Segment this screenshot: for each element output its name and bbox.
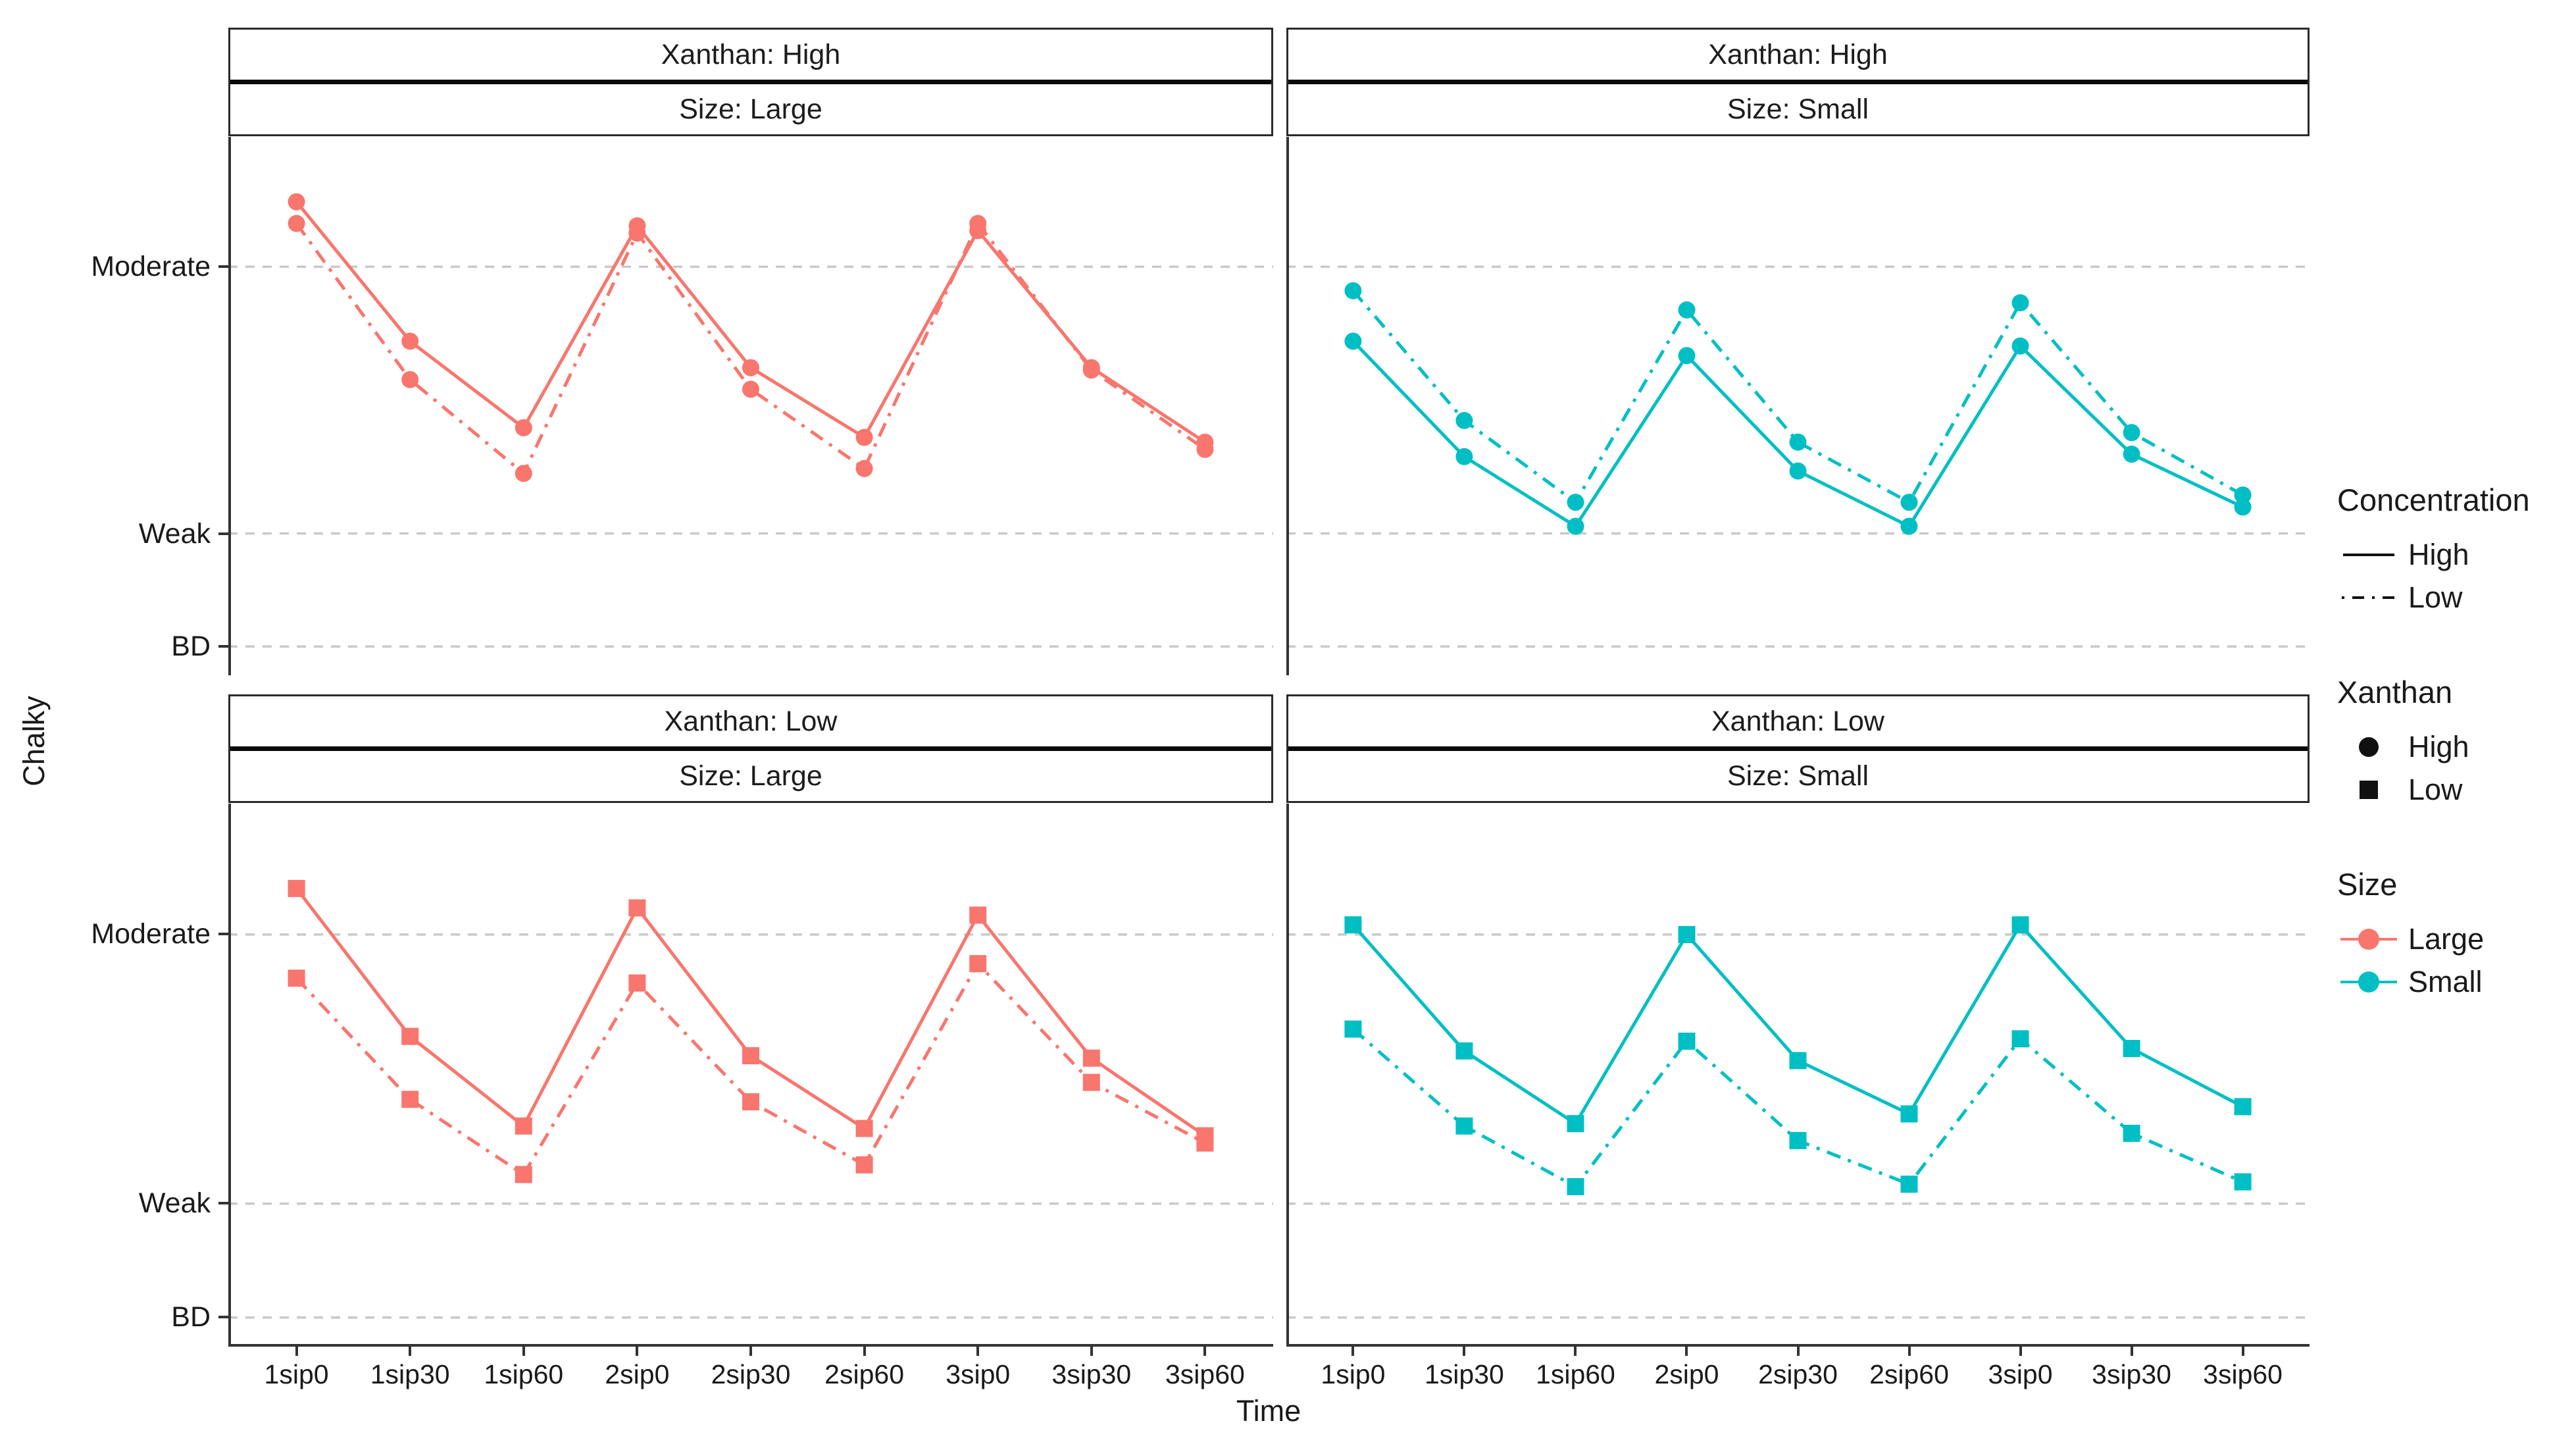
legend-item-label: High bbox=[2408, 729, 2469, 763]
x-tick-label: 3sip0 bbox=[946, 1359, 1011, 1389]
x-tick-label: 2sip0 bbox=[1654, 1359, 1719, 1389]
x-tick bbox=[2241, 1346, 2244, 1356]
legend-item-label: Low bbox=[2408, 772, 2463, 806]
facet-strip: Xanthan: Low Size: Large bbox=[228, 694, 1273, 803]
legend-item-label: High bbox=[2408, 537, 2469, 571]
x-tick bbox=[863, 1346, 866, 1356]
x-tick-label: 2sip60 bbox=[824, 1359, 904, 1389]
legend-item-size-small: Small bbox=[2337, 960, 2574, 1003]
facet-panel-xanthan-low-size-small: Xanthan: Low Size: Small bbox=[1286, 694, 2310, 1347]
legend: Concentration High Low Xanthan High bbox=[2337, 480, 2574, 1057]
legend-item-label: Large bbox=[2408, 921, 2485, 956]
legend-title: Xanthan bbox=[2337, 675, 2453, 710]
x-tick-label: 1sip30 bbox=[1425, 1359, 1504, 1389]
facet-panel-xanthan-high-size-large: Xanthan: High Size: Large bbox=[228, 28, 1273, 675]
x-tick bbox=[1463, 1346, 1466, 1356]
facet-strip: Xanthan: High Size: Large bbox=[228, 28, 1273, 136]
x-tick bbox=[1203, 1346, 1207, 1356]
y-tick-label: BD bbox=[171, 1301, 211, 1333]
panel-plot-0 bbox=[228, 137, 1273, 675]
y-tick bbox=[218, 265, 228, 269]
x-tick-label: 3sip60 bbox=[1165, 1359, 1245, 1389]
x-tick bbox=[749, 1346, 752, 1356]
legend-item-concentration-high: High bbox=[2337, 533, 2574, 576]
legend-item-size-large: Large bbox=[2337, 918, 2574, 960]
x-tick bbox=[1574, 1346, 1577, 1356]
facet-strip: Xanthan: Low Size: Small bbox=[1286, 694, 2310, 803]
x-tick bbox=[409, 1346, 412, 1356]
x-tick bbox=[295, 1346, 298, 1356]
y-tick bbox=[218, 1201, 228, 1204]
x-tick-label: 1sip0 bbox=[264, 1359, 329, 1389]
solid-line-icon bbox=[2337, 544, 2400, 566]
x-tick-label: 2sip30 bbox=[1758, 1359, 1838, 1389]
x-tick bbox=[1351, 1346, 1355, 1356]
x-tick bbox=[636, 1346, 639, 1356]
x-tick-label: 1sip60 bbox=[484, 1359, 564, 1389]
x-tick bbox=[976, 1346, 980, 1356]
legend-item-xanthan-low: Low bbox=[2337, 768, 2574, 811]
facet-strip-col-label: Size: Small bbox=[1288, 746, 2308, 801]
x-tick-label: 1sip0 bbox=[1321, 1359, 1386, 1389]
filled-circle-icon bbox=[2337, 735, 2400, 759]
facet-strip: Xanthan: High Size: Small bbox=[1286, 28, 2310, 136]
x-tick-label: 2sip0 bbox=[605, 1359, 670, 1389]
x-tick-label: 1sip60 bbox=[1536, 1359, 1615, 1389]
legend-title: Size bbox=[2337, 867, 2398, 902]
y-tick-label: Weak bbox=[138, 517, 211, 550]
legend-item-concentration-low: Low bbox=[2337, 576, 2574, 619]
y-tick-label: Moderate bbox=[91, 918, 211, 950]
x-tick-label: 2sip30 bbox=[711, 1359, 791, 1389]
x-tick bbox=[1685, 1346, 1688, 1356]
dotdash-line-icon bbox=[2337, 586, 2400, 609]
x-tick-label: 3sip30 bbox=[1051, 1359, 1132, 1389]
facet-strip-col-label: Size: Small bbox=[1288, 80, 2308, 134]
y-tick bbox=[218, 1315, 228, 1318]
x-tick bbox=[1090, 1346, 1093, 1356]
y-tick bbox=[218, 645, 228, 648]
line-circle-icon-small bbox=[2337, 969, 2400, 995]
facet-strip-row-label: Xanthan: High bbox=[230, 30, 1271, 80]
facet-strip-col-label: Size: Large bbox=[230, 746, 1271, 801]
legend-group-concentration: Concentration High Low bbox=[2337, 480, 2574, 619]
y-tick-label: Weak bbox=[138, 1187, 211, 1219]
line-circle-icon-large bbox=[2337, 926, 2400, 952]
x-tick bbox=[522, 1346, 525, 1356]
legend-group-size: Size Large Small bbox=[2337, 865, 2574, 1003]
legend-title: Concentration bbox=[2337, 482, 2530, 517]
panel-plot-3 bbox=[1286, 804, 2310, 1347]
y-tick-label: Moderate bbox=[91, 251, 211, 283]
x-tick-label: 2sip60 bbox=[1869, 1359, 1949, 1389]
facet-panel-xanthan-high-size-small: Xanthan: High Size: Small bbox=[1286, 28, 2310, 675]
x-axis-title: Time bbox=[1236, 1394, 1301, 1428]
legend-group-xanthan: Xanthan High Low bbox=[2337, 673, 2574, 811]
y-tick bbox=[218, 532, 228, 535]
y-tick-label: BD bbox=[171, 631, 211, 663]
facet-strip-row-label: Xanthan: High bbox=[1288, 30, 2308, 80]
facet-strip-row-label: Xanthan: Low bbox=[1288, 696, 2308, 746]
x-tick bbox=[1907, 1346, 1911, 1356]
x-tick-label: 3sip60 bbox=[2203, 1359, 2283, 1389]
legend-item-label: Low bbox=[2408, 580, 2463, 614]
facet-panel-xanthan-low-size-large: Xanthan: Low Size: Large bbox=[228, 694, 1273, 1347]
filled-square-icon bbox=[2337, 778, 2400, 802]
x-tick bbox=[2130, 1346, 2133, 1356]
panel-plot-2 bbox=[228, 804, 1273, 1347]
x-tick bbox=[1796, 1346, 1800, 1356]
x-tick-label: 3sip30 bbox=[2092, 1359, 2171, 1389]
panel-plot-1 bbox=[1286, 137, 2310, 675]
y-tick bbox=[218, 932, 228, 935]
x-tick-label: 3sip0 bbox=[1988, 1359, 2053, 1389]
y-axis-title: Chalky bbox=[17, 696, 51, 787]
legend-item-xanthan-high: High bbox=[2337, 725, 2574, 768]
x-tick bbox=[2019, 1346, 2022, 1356]
x-tick-label: 1sip30 bbox=[370, 1359, 450, 1389]
facet-strip-row-label: Xanthan: Low bbox=[230, 696, 1271, 746]
facet-strip-col-label: Size: Large bbox=[230, 80, 1271, 134]
legend-item-label: Small bbox=[2408, 964, 2483, 998]
